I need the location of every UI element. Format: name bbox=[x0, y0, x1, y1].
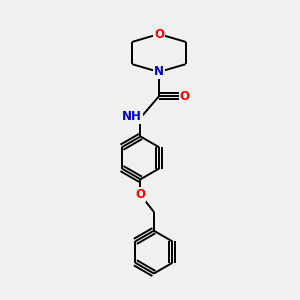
Text: N: N bbox=[154, 65, 164, 79]
Text: O: O bbox=[180, 90, 190, 103]
Text: NH: NH bbox=[122, 110, 142, 123]
Text: O: O bbox=[154, 28, 164, 40]
Text: O: O bbox=[136, 188, 146, 201]
